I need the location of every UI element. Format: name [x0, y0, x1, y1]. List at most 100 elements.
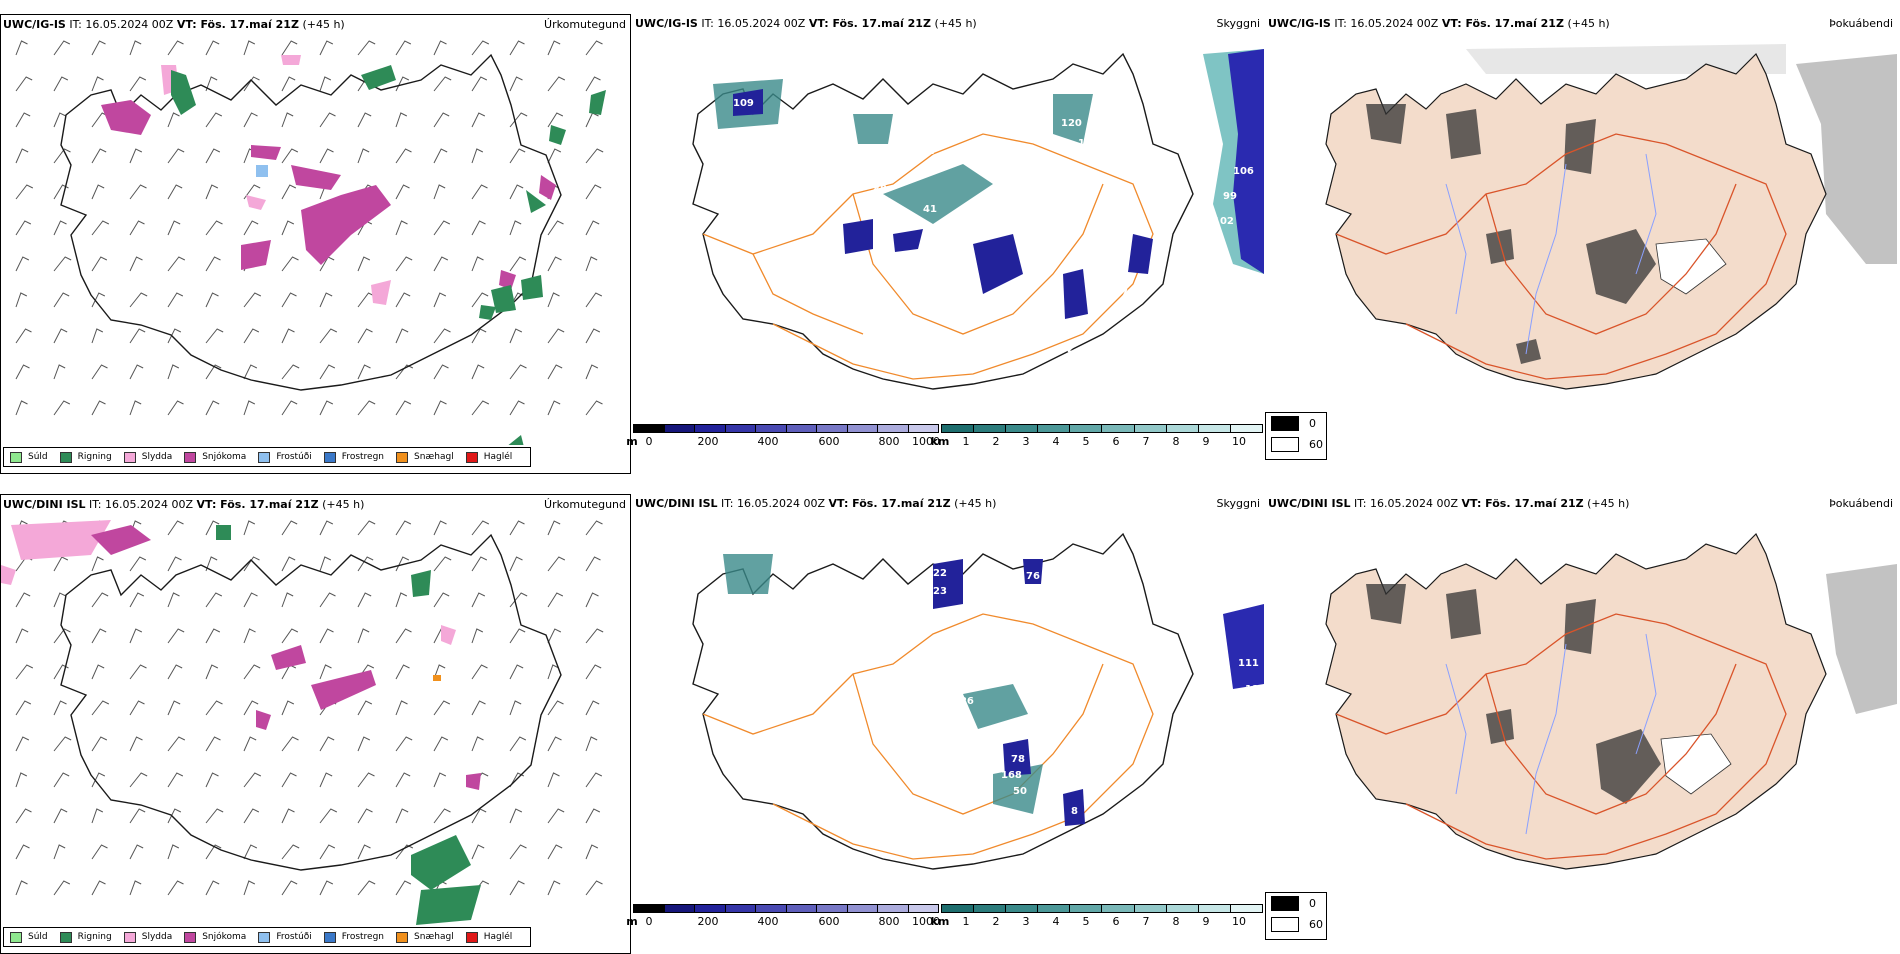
wind-barb [281, 148, 299, 164]
visibility-value: 102 [1213, 216, 1234, 227]
wind-barb [547, 520, 561, 536]
fog-shading [1366, 104, 1656, 364]
wind-barb [509, 556, 523, 572]
wind-barb [205, 256, 221, 272]
wind-barb [205, 592, 223, 608]
iceland-coastline [692, 52, 1194, 390]
wind-barb [205, 328, 224, 344]
wind-barb [205, 364, 222, 380]
wind-barb [585, 880, 603, 896]
wind-barb [585, 844, 599, 860]
legend-item: Snjókoma [184, 451, 246, 463]
ceiling-patches [733, 89, 1153, 319]
wind-barb [15, 76, 33, 92]
wind-barb [205, 520, 220, 536]
visibility-value: 85 [938, 266, 952, 277]
wind-barb [167, 556, 182, 572]
wind-barb [129, 556, 147, 572]
wind-barb [433, 556, 452, 572]
wind-barb [471, 256, 484, 272]
wind-barb [15, 40, 28, 56]
panel-title: UWC/DINI ISL IT: 16.05.2024 00Z VT: Fös.… [635, 497, 997, 510]
panel-variable: Þokuábendi [1829, 17, 1893, 30]
wind-barb [357, 292, 375, 308]
wind-barb [167, 700, 181, 716]
wind-barb [509, 220, 522, 236]
wind-barb [91, 76, 104, 92]
road-network [1335, 613, 1787, 860]
wind-barb [281, 364, 300, 380]
wind-barbs [15, 40, 604, 416]
visibility-value: 106 [1233, 166, 1254, 177]
precip-rain [216, 525, 481, 925]
wind-barb [281, 328, 295, 344]
wind-barb [319, 520, 334, 536]
legend-item: Haglél [465, 451, 512, 463]
wind-barb [357, 808, 373, 824]
precip-legend: Súld Rigning Slydda Snjókoma Frostúði Fr… [3, 447, 532, 467]
wind-barb [585, 808, 601, 824]
wind-barb [319, 592, 336, 608]
wind-barb [15, 736, 30, 752]
wind-barb [471, 364, 485, 380]
wind-barb [433, 148, 448, 164]
wind-barb [53, 364, 66, 380]
wind-barb [91, 736, 108, 752]
visibility-value: 41 [923, 204, 937, 215]
visibility-value: 118 [1093, 120, 1114, 131]
wind-barb [319, 844, 336, 860]
wind-barb [205, 880, 220, 896]
wind-barb [395, 220, 408, 236]
wind-barb [433, 772, 447, 788]
precip-legend: Súld Rigning Slydda Snjókoma Frostúði Fr… [3, 927, 532, 947]
visibility-value: 94 [951, 654, 965, 665]
wind-barb [167, 664, 183, 680]
precip-snow [91, 525, 481, 790]
wind-barb [91, 628, 107, 644]
wind-barb [547, 76, 566, 92]
wind-barb [91, 256, 108, 272]
wind-barb [471, 112, 486, 128]
wind-barb [547, 220, 564, 236]
visibility-value: 52 [1060, 344, 1074, 355]
wind-barb [547, 628, 562, 644]
wind-barb [395, 772, 411, 788]
wind-barb [53, 556, 69, 572]
fog-shading [1366, 584, 1661, 804]
visibility-value: 78 [1011, 754, 1025, 765]
visibility-colorbar [941, 424, 1263, 433]
wind-barb [509, 40, 525, 56]
visibility-value: 906 [985, 661, 1006, 672]
wind-barb [319, 808, 338, 824]
visibility-value: 971 [891, 664, 912, 675]
wind-barb [433, 520, 447, 536]
wind-barb [509, 364, 527, 380]
wind-barb [471, 844, 485, 860]
iceland-coastline [692, 532, 1194, 870]
wind-barb [471, 556, 488, 572]
wind-barb [585, 220, 600, 236]
wind-barb [281, 880, 298, 896]
wind-barb [395, 400, 412, 416]
visibility-value: 20 [783, 114, 797, 125]
wind-barb [357, 40, 376, 56]
wind-barb [547, 844, 563, 860]
wind-barb [509, 148, 526, 164]
wind-barb [205, 628, 221, 644]
panel-variable: Úrkomutegund [544, 498, 626, 511]
wind-barb [91, 844, 108, 860]
wind-barb [433, 184, 446, 200]
wind-barb [205, 664, 219, 680]
wind-barb [243, 184, 261, 200]
wind-barb [205, 736, 221, 752]
wind-barb [509, 736, 527, 752]
wind-barb [357, 400, 376, 416]
wind-barb [395, 148, 412, 164]
wind-barb [281, 220, 295, 236]
visibility-ticks: km 1 2 3 4 5 6 7 8 9 10 [930, 435, 1246, 448]
ocean-ceiling-east [1223, 604, 1264, 689]
wind-barb [167, 148, 185, 164]
wind-barb [433, 736, 449, 752]
wind-barb [167, 40, 184, 56]
ceiling-ticks: m 0 200 400 600 800 1000 [626, 435, 940, 448]
